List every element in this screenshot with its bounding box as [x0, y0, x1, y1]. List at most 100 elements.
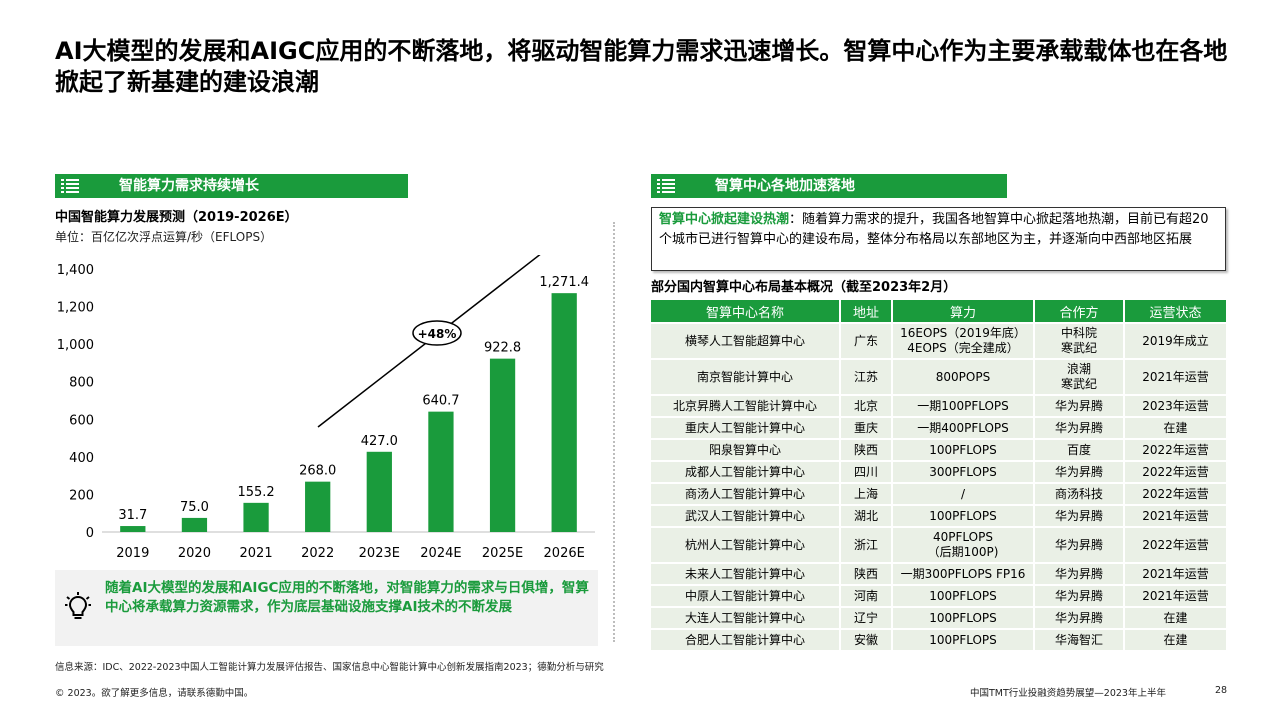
table-cell: 未来人工智能计算中心: [651, 564, 841, 584]
table-row: 武汉人工智能计算中心 湖北 100PFLOPS 华为昇腾 2021年运营: [651, 506, 1226, 526]
table-row: 大连人工智能计算中心 辽宁 100PFLOPS 华为昇腾 在建: [651, 608, 1226, 628]
table-cell: 40PFLOPS （后期100P): [893, 528, 1035, 562]
column-header: 算力: [893, 300, 1035, 322]
table-cell: 2021年运营: [1125, 564, 1226, 584]
table-row: 北京昇腾人工智能计算中心 北京 一期100PFLOPS 华为昇腾 2023年运营: [651, 396, 1226, 416]
table-cell: 在建: [1125, 418, 1226, 438]
bar-2025E: [489, 358, 516, 532]
table-row: 合肥人工智能计算中心 安徽 100PFLOPS 华海智汇 在建: [651, 630, 1226, 650]
value-label: 155.2: [237, 485, 274, 500]
table-row: 阳泉智算中心 陕西 100PFLOPS 百度 2022年运营: [651, 440, 1226, 460]
x-tick-label: 2021: [240, 546, 273, 561]
table-cell: /: [893, 484, 1035, 504]
y-tick-label: 1,000: [57, 338, 94, 353]
bar-chart: 0 200 400 600 800 1,000 1,200 1,400 31.7 75.0 155…: [57, 255, 595, 561]
table-cell: 2021年运营: [1125, 506, 1226, 526]
table-cell: 2021年运营: [1125, 360, 1226, 394]
x-tick-label: 2022: [301, 546, 334, 561]
chart-unit: 单位：百亿亿次浮点运算/秒（EFLOPS）: [55, 230, 273, 244]
table-cell: 2022年运营: [1125, 528, 1226, 562]
table-cell: 100PFLOPS: [893, 586, 1035, 606]
table-cell: 南京智能计算中心: [651, 360, 841, 394]
callout-box: 智算中心掀起建设热潮：随着算力需求的提升，我国各地智算中心掀起落地热潮，目前已有…: [651, 207, 1226, 271]
value-label: 427.0: [361, 434, 398, 449]
list-icon: [61, 179, 79, 193]
table-cell: 华为昇腾: [1035, 608, 1125, 628]
table-cell: 合肥人工智能计算中心: [651, 630, 841, 650]
table-row: 南京智能计算中心 江苏 800POPS 浪潮 寒武纪 2021年运营: [651, 360, 1226, 394]
table-cell: 一期100PFLOPS: [893, 396, 1035, 416]
callout-highlight: 智算中心掀起建设热潮: [659, 212, 790, 227]
y-tick-label: 800: [69, 376, 94, 391]
table-cell: 2021年运营: [1125, 586, 1226, 606]
value-label: 31.7: [118, 508, 147, 523]
column-header: 合作方: [1035, 300, 1125, 322]
table-cell: 华为昇腾: [1035, 396, 1125, 416]
table-cell: 陕西: [841, 564, 893, 584]
table-cell: 阳泉智算中心: [651, 440, 841, 460]
x-tick-label: 2025E: [482, 546, 523, 561]
table-cell: 成都人工智能计算中心: [651, 462, 841, 482]
growth-label: +48%: [418, 327, 457, 341]
insight-box: 随着AI大模型的发展和AIGC应用的不断落地，对智能算力的需求与日俱增，智算中心…: [55, 570, 598, 646]
table-cell: 中科院 寒武纪: [1035, 324, 1125, 358]
bar-2023E: [366, 451, 392, 532]
y-tick-label: 400: [69, 451, 94, 466]
table-cell: 一期400PFLOPS: [893, 418, 1035, 438]
table-row: 重庆人工智能计算中心 重庆 一期400PFLOPS 华为昇腾 在建: [651, 418, 1226, 438]
table-cell: 华为昇腾: [1035, 462, 1125, 482]
page-number: 28: [1215, 685, 1228, 696]
table-cell: 北京昇腾人工智能计算中心: [651, 396, 841, 416]
table-cell: 河南: [841, 586, 893, 606]
table-cell: 在建: [1125, 608, 1226, 628]
copyright: © 2023。欲了解更多信息，请联系德勤中国。: [55, 688, 254, 699]
table-cell: 杭州人工智能计算中心: [651, 528, 841, 562]
table-cell: 商汤人工智能计算中心: [651, 484, 841, 504]
centers-table: 智算中心名称 地址 算力 合作方 运营状态 横琴人工智能超算中心 广东 16EOPS（201…: [651, 298, 1226, 652]
table-cell: 华为昇腾: [1035, 506, 1125, 526]
value-label: 640.7: [422, 394, 459, 409]
table-cell: 2022年运营: [1125, 440, 1226, 460]
table-cell: 商汤科技: [1035, 484, 1125, 504]
bar-2021: [243, 502, 269, 532]
table-cell: 浙江: [841, 528, 893, 562]
bar-2024E: [428, 411, 454, 532]
value-label: 268.0: [299, 464, 336, 479]
table-cell: 100PFLOPS: [893, 608, 1035, 628]
table-title: 部分国内智算中心布局基本概况（截至2023年2月）: [651, 280, 957, 295]
source-note: 信息来源：IDC、2022-2023中国人工智能计算力发展评估报告、国家信息中心…: [55, 662, 604, 673]
table-row: 未来人工智能计算中心 陕西 一期300PFLOPS FP16 华为昇腾 2021年运营: [651, 564, 1226, 584]
insight-text: 随着AI大模型的发展和AIGC应用的不断落地，对智能算力的需求与日俱增，智算中心…: [105, 580, 589, 615]
growth-badge: [412, 320, 462, 346]
table-cell: 2022年运营: [1125, 484, 1226, 504]
table-cell: 华海智汇: [1035, 630, 1125, 650]
left-section-header: 智能算力需求持续增长: [55, 174, 408, 198]
x-tick-label: 2024E: [420, 546, 461, 561]
table-cell: 横琴人工智能超算中心: [651, 324, 841, 358]
table-cell: 广东: [841, 324, 893, 358]
table-cell: 上海: [841, 484, 893, 504]
table-cell: 大连人工智能计算中心: [651, 608, 841, 628]
lightbulb-icon: [65, 592, 91, 619]
left-section-title: 智能算力需求持续增长: [119, 178, 259, 194]
table-cell: 2019年成立: [1125, 324, 1226, 358]
table-cell: 在建: [1125, 630, 1226, 650]
table-cell: 华为昇腾: [1035, 528, 1125, 562]
x-tick-label: 2023E: [359, 546, 400, 561]
column-header: 运营状态: [1125, 300, 1226, 322]
table-row: 商汤人工智能计算中心 上海 / 商汤科技 2022年运营: [651, 484, 1226, 504]
chart-title: 中国智能算力发展预测（2019-2026E）: [55, 210, 298, 225]
y-tick-label: 200: [69, 488, 94, 503]
table-cell: 陕西: [841, 440, 893, 460]
right-section-title: 智算中心各地加速落地: [715, 178, 855, 194]
bar-2026E: [551, 293, 577, 532]
table-cell: 中原人工智能计算中心: [651, 586, 841, 606]
bar-2020: [181, 517, 208, 532]
table-cell: 300PFLOPS: [893, 462, 1035, 482]
value-label: 1,271.4: [539, 275, 589, 290]
table-cell: 湖北: [841, 506, 893, 526]
table-cell: 100PFLOPS: [893, 440, 1035, 460]
y-tick-label: 600: [69, 413, 94, 428]
table-cell: 16EOPS（2019年底） 4EOPS（完全建成）: [893, 324, 1035, 358]
right-section-header: 智算中心各地加速落地: [651, 174, 1007, 198]
